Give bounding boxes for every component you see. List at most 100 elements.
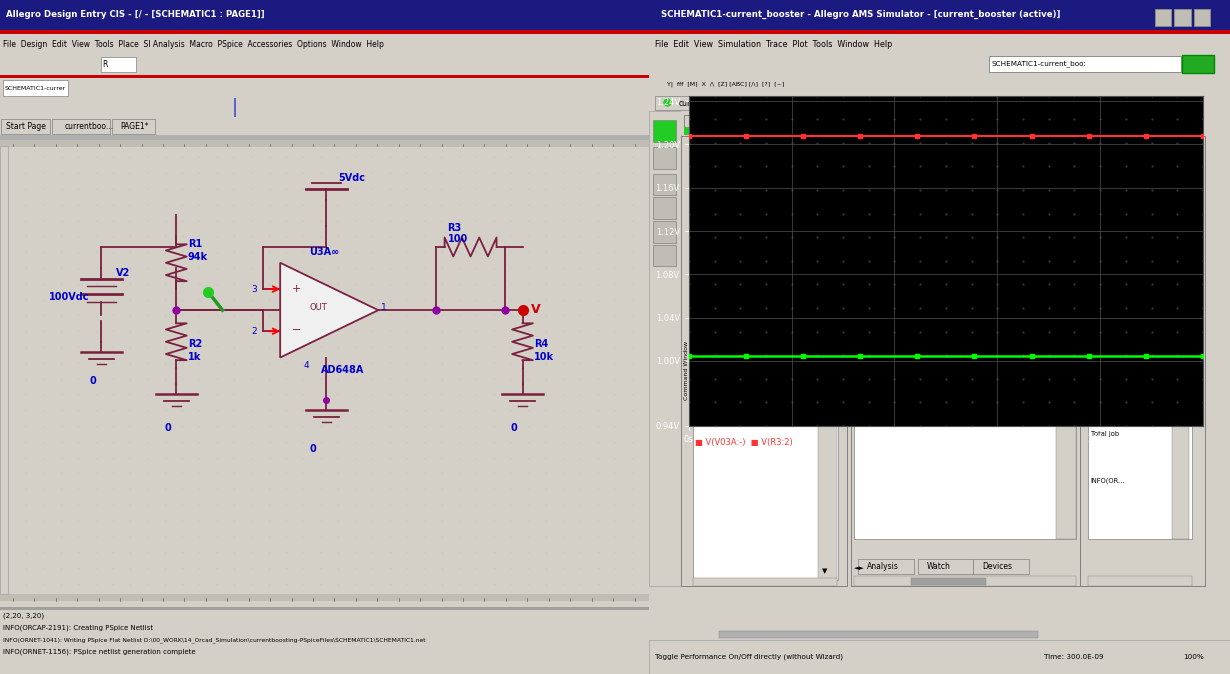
Text: Transient E: Transient E xyxy=(1091,386,1128,392)
Text: AD648A: AD648A xyxy=(321,365,364,375)
Text: PSpice>: PSpice> xyxy=(695,280,723,286)
Bar xyxy=(112,119,155,134)
Bar xyxy=(859,559,914,574)
Bar xyxy=(649,0,1230,30)
Bar xyxy=(52,119,111,134)
Bar xyxy=(1,119,50,134)
Text: PAGE1*: PAGE1* xyxy=(121,121,149,131)
Bar xyxy=(649,640,1230,674)
Text: INFO(ORNET-1156): PSpice netlist generation complete: INFO(ORNET-1156): PSpice netlist generat… xyxy=(4,648,196,655)
Bar xyxy=(0,594,649,601)
Bar xyxy=(0,54,649,74)
Text: 5Vdc: 5Vdc xyxy=(338,173,365,183)
Bar xyxy=(692,142,838,580)
Bar xyxy=(692,578,836,586)
Bar xyxy=(0,0,649,30)
Text: currentboo...: currentboo... xyxy=(65,121,114,131)
Text: INFO(ORCAP-2191): Creating PSpice Netlist: INFO(ORCAP-2191): Creating PSpice Netlis… xyxy=(4,625,154,632)
Bar xyxy=(0,75,649,78)
Bar xyxy=(653,197,676,219)
Text: Time step = 4.322E-09    Time = 300.0E-09    End = 300.: Time step = 4.322E-09 Time = 300.0E-09 E… xyxy=(859,381,1066,387)
Bar xyxy=(919,559,973,574)
Bar xyxy=(684,127,691,135)
Bar xyxy=(1172,189,1189,539)
Text: ▼: ▼ xyxy=(822,568,828,574)
Text: 0: 0 xyxy=(510,423,518,433)
Bar xyxy=(0,34,649,54)
Text: 3: 3 xyxy=(251,284,257,294)
Text: File  Edit  View  Simulation  Trace  Plot  Tools  Window  Help: File Edit View Simulation Trace Plot Too… xyxy=(656,40,893,49)
Text: x: x xyxy=(1082,148,1086,154)
Text: Calculate: Calculate xyxy=(1091,248,1122,254)
Text: 1k: 1k xyxy=(188,353,202,362)
Bar xyxy=(653,245,676,266)
Bar xyxy=(649,74,1230,94)
Bar xyxy=(684,115,795,133)
Bar xyxy=(989,56,1181,72)
Text: Command Window: Command Window xyxy=(684,341,689,400)
Text: 100Vdc: 100Vdc xyxy=(49,292,90,302)
Bar xyxy=(1194,9,1210,26)
Bar xyxy=(0,78,649,98)
Bar xyxy=(818,142,836,580)
Text: (2,20, 3,20): (2,20, 3,20) xyxy=(4,613,44,619)
Bar xyxy=(854,576,1076,586)
Text: Total job: Total job xyxy=(1091,431,1119,437)
Text: Start Page: Start Page xyxy=(6,121,47,131)
Bar xyxy=(0,607,649,610)
Text: 0: 0 xyxy=(165,423,171,433)
Text: 10k: 10k xyxy=(534,353,555,362)
Text: ■ V(V03A:-)  ■ V(R3:2): ■ V(V03A:-) ■ V(R3:2) xyxy=(695,438,792,447)
Text: 100: 100 xyxy=(448,234,467,244)
Text: File  Design  Edit  View  Tools  Place  SI Analysis  Macro  PSpice  Accessories : File Design Edit View Tools Place SI Ana… xyxy=(4,40,384,49)
Text: Loading D:/Cadence/SP: Loading D:/Cadence/SP xyxy=(695,189,787,195)
Text: SCHEMATIC1-current_boo:: SCHEMATIC1-current_boo: xyxy=(991,61,1087,67)
Bar xyxy=(0,146,7,594)
Bar xyxy=(0,140,649,147)
Text: 1: 1 xyxy=(381,303,387,312)
Text: ◄►: ◄► xyxy=(854,565,865,571)
Bar xyxy=(0,30,649,34)
Bar xyxy=(720,631,1038,638)
Text: current_bo,...: current_bo,... xyxy=(691,119,743,129)
Bar xyxy=(1055,189,1076,539)
Bar xyxy=(649,111,681,586)
Bar xyxy=(973,559,1028,574)
Bar xyxy=(1182,55,1214,73)
Bar xyxy=(0,98,649,117)
Bar xyxy=(851,136,1080,586)
Text: R4: R4 xyxy=(534,339,549,349)
Bar xyxy=(656,96,760,110)
Bar xyxy=(653,221,676,243)
Text: current_bo,...: current_bo,... xyxy=(679,98,729,107)
X-axis label: Time: Time xyxy=(934,447,958,457)
Text: Time: 300.0E-09: Time: 300.0E-09 xyxy=(1044,654,1103,660)
Text: Bias poin: Bias poin xyxy=(1091,294,1122,300)
Bar xyxy=(653,174,676,195)
Text: Watch: Watch xyxy=(927,562,951,572)
Text: SCHEMATIC1-currer: SCHEMATIC1-currer xyxy=(5,86,65,91)
Bar xyxy=(681,111,1230,135)
Text: x: x xyxy=(1189,148,1193,154)
Bar xyxy=(910,578,986,585)
Text: Toggle Performance On/Off directly (without Wizard): Toggle Performance On/Off directly (with… xyxy=(656,654,844,661)
Text: OUT: OUT xyxy=(309,303,327,312)
Bar xyxy=(0,117,649,135)
Bar xyxy=(649,628,1230,640)
Text: R1: R1 xyxy=(188,239,202,249)
Text: +: + xyxy=(292,284,301,294)
Text: Allegro Design Entry CIS - [/ - [SCHEMATIC1 : PAGE1]]: Allegro Design Entry CIS - [/ - [SCHEMAT… xyxy=(6,10,266,20)
Bar xyxy=(649,34,1230,54)
Text: PSpice> Initializing: PSpice> Initializing xyxy=(695,158,775,164)
Text: 100%: 100% xyxy=(1183,654,1204,660)
Bar xyxy=(1155,9,1171,26)
Bar xyxy=(101,57,137,72)
Text: U3A∞: U3A∞ xyxy=(309,247,339,257)
Bar xyxy=(1080,136,1205,586)
Bar xyxy=(1087,189,1192,539)
Text: Devices: Devices xyxy=(982,562,1012,572)
Text: SCHEMATIC1-current_booster - Allegro AMS Simulator - [current_booster (active)]: SCHEMATIC1-current_booster - Allegro AMS… xyxy=(661,10,1060,20)
Text: 4: 4 xyxy=(304,361,309,370)
Bar xyxy=(1175,9,1191,26)
Bar xyxy=(653,147,676,168)
